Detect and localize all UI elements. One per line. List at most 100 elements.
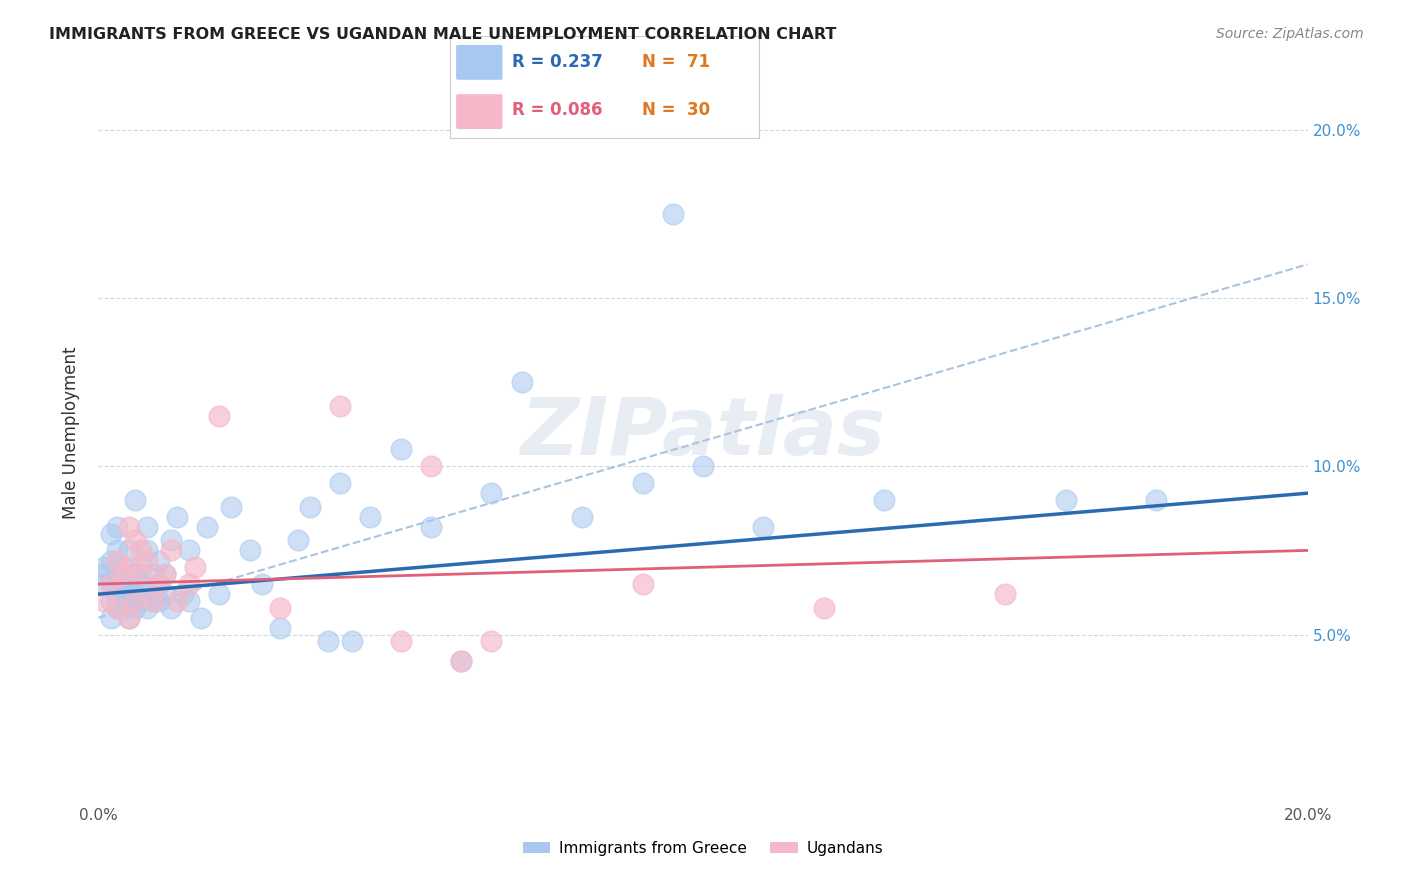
Point xyxy=(179,577,201,591)
Point xyxy=(135,587,157,601)
Point xyxy=(631,476,654,491)
Point xyxy=(208,409,231,423)
Point xyxy=(221,500,243,514)
Point xyxy=(481,486,503,500)
Point xyxy=(93,577,115,591)
Point xyxy=(100,553,122,567)
Point xyxy=(148,553,170,567)
Point xyxy=(342,634,364,648)
Text: N =  30: N = 30 xyxy=(641,101,710,119)
Point xyxy=(105,566,128,581)
Point xyxy=(124,600,146,615)
Point xyxy=(124,594,146,608)
Text: R = 0.086: R = 0.086 xyxy=(512,101,602,119)
Point xyxy=(105,543,128,558)
Point xyxy=(184,560,207,574)
Point xyxy=(111,600,134,615)
Point xyxy=(118,577,141,591)
Point xyxy=(124,566,146,581)
Point xyxy=(142,594,165,608)
Point xyxy=(160,543,183,558)
Text: N =  71: N = 71 xyxy=(641,54,710,71)
Point xyxy=(129,560,152,574)
Point xyxy=(100,577,122,591)
Point xyxy=(813,600,835,615)
Point xyxy=(389,442,412,457)
Point xyxy=(93,566,115,581)
Point xyxy=(135,600,157,615)
Point xyxy=(208,587,231,601)
Point xyxy=(100,577,122,591)
Point xyxy=(481,634,503,648)
Text: IMMIGRANTS FROM GREECE VS UGANDAN MALE UNEMPLOYMENT CORRELATION CHART: IMMIGRANTS FROM GREECE VS UGANDAN MALE U… xyxy=(49,27,837,42)
Point xyxy=(360,509,382,524)
Point xyxy=(752,520,775,534)
Legend: Immigrants from Greece, Ugandans: Immigrants from Greece, Ugandans xyxy=(516,835,890,862)
Point xyxy=(118,610,141,624)
Point xyxy=(510,375,533,389)
Point xyxy=(160,533,183,548)
Point xyxy=(631,577,654,591)
Point xyxy=(450,655,472,669)
Point xyxy=(118,560,141,574)
Point xyxy=(299,500,322,514)
Point xyxy=(118,520,141,534)
Point xyxy=(135,553,157,567)
Point xyxy=(160,600,183,615)
Text: R = 0.237: R = 0.237 xyxy=(512,54,603,71)
Point xyxy=(142,594,165,608)
Point xyxy=(179,543,201,558)
Point xyxy=(153,587,176,601)
Point xyxy=(93,594,115,608)
Point xyxy=(661,207,683,221)
Point xyxy=(316,634,339,648)
Point xyxy=(148,577,170,591)
Text: Source: ZipAtlas.com: Source: ZipAtlas.com xyxy=(1216,27,1364,41)
Point xyxy=(105,600,128,615)
Point xyxy=(166,509,188,524)
Point xyxy=(269,621,291,635)
Point xyxy=(269,600,291,615)
Point xyxy=(100,594,122,608)
Point xyxy=(105,553,128,567)
Point xyxy=(111,566,134,581)
Point xyxy=(129,566,152,581)
Point xyxy=(389,634,412,648)
Point xyxy=(994,587,1017,601)
Point xyxy=(1054,492,1077,507)
Point xyxy=(105,600,128,615)
Point xyxy=(129,594,152,608)
Point xyxy=(172,587,194,601)
Y-axis label: Male Unemployment: Male Unemployment xyxy=(62,346,80,519)
Point xyxy=(571,509,593,524)
Text: ZIPatlas: ZIPatlas xyxy=(520,393,886,472)
Point xyxy=(166,594,188,608)
Point xyxy=(118,594,141,608)
Point xyxy=(142,566,165,581)
Point xyxy=(124,533,146,548)
Point xyxy=(129,577,152,591)
Point xyxy=(118,610,141,624)
Point xyxy=(111,587,134,601)
Point xyxy=(420,459,443,474)
Point xyxy=(420,520,443,534)
Point xyxy=(93,560,115,574)
Point xyxy=(100,610,122,624)
Point xyxy=(118,543,141,558)
FancyBboxPatch shape xyxy=(456,95,502,129)
Point xyxy=(124,587,146,601)
FancyBboxPatch shape xyxy=(456,45,502,79)
Point xyxy=(873,492,896,507)
Point xyxy=(153,566,176,581)
Point xyxy=(195,520,218,534)
Point xyxy=(287,533,309,548)
Point xyxy=(250,577,273,591)
Point xyxy=(105,587,128,601)
Point xyxy=(135,520,157,534)
Point xyxy=(692,459,714,474)
Point xyxy=(111,577,134,591)
Point xyxy=(190,610,212,624)
Point xyxy=(148,594,170,608)
Point xyxy=(129,543,152,558)
Point xyxy=(450,655,472,669)
